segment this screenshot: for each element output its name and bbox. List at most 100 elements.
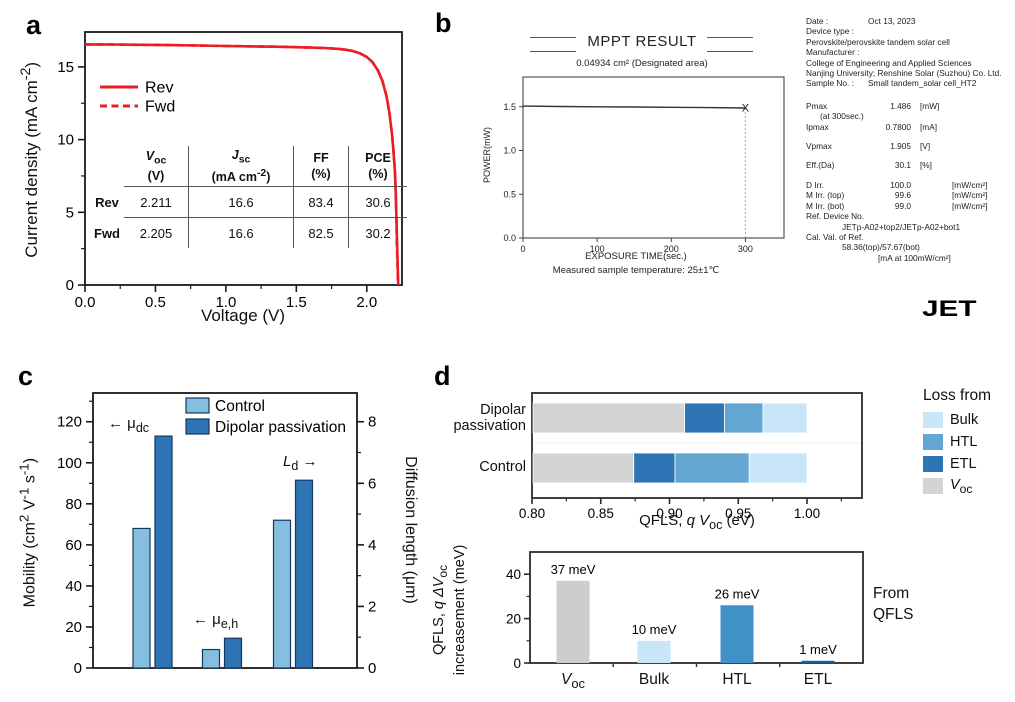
diffusion-y-axis-title: Diffusion length (μm) [402, 456, 419, 604]
report-row: JETp-A02+top2/JETp-A02+bot1 [842, 221, 961, 232]
panel-d: d 0.80 0.85 0.90 0.95 1.00 Dipolar passivati… [420, 355, 1015, 702]
table-cell: 2.205 [139, 225, 173, 241]
segment-voc-control [532, 452, 635, 484]
segment-htl-passivation [724, 402, 764, 434]
mppt-x-axis-title: EXPOSURE TIME(sec.) [585, 251, 687, 262]
legend-swatch [185, 418, 210, 435]
y-tick-label: 0 [513, 656, 521, 671]
y-tick-label: 1.0 [503, 146, 516, 156]
legend-label: Voc [950, 476, 973, 496]
legend-label-rev: Rev [145, 80, 173, 97]
legend-swatch [923, 456, 943, 472]
y-tick-label-right: 8 [368, 414, 376, 431]
annotation-ld: Ld → [283, 453, 318, 473]
bar-value-label: 1 meV [799, 642, 837, 657]
plot-frame [531, 392, 863, 499]
y-tick-label-left: 100 [57, 455, 82, 472]
table-col-header: Jsc (mA cm-2) [188, 146, 294, 188]
panel-b: b MPPT RESULT 0.04934 cm² (Designated ar… [430, 0, 1015, 352]
gain-category-label: Voc [561, 671, 585, 692]
legend-label: ETL [950, 456, 977, 472]
y-tick-label-left: 40 [65, 578, 82, 595]
category-control: Control [479, 459, 526, 475]
x-tick-label: 2.0 [356, 294, 377, 311]
report-row: Perovskite/perovskite tandem solar cell [806, 36, 950, 47]
qfls-legend: Loss from Bulk HTL ETL Voc [923, 387, 1015, 497]
y-tick-label-right: 6 [368, 475, 376, 492]
end-marker: X [742, 102, 750, 114]
x-tick-label: 100 [590, 244, 605, 254]
gain-bar [556, 580, 590, 663]
gain-category-label: ETL [803, 671, 833, 688]
measurement-report: Date : Oct 13, 2023 Device type : Perovskit… [806, 16, 1012, 263]
title-rule-right-bottom [707, 51, 753, 52]
qfls-gain-chart: 0 20 40 37 meV 10 meV 26 meV 1 meV [506, 551, 864, 671]
table-col-header: Voc (V) [124, 146, 189, 188]
panel-a: a 0.0 0.5 1.0 1.5 2.0 0 5 10 15 Rev Fwd Voltage (V… [0, 0, 430, 352]
x-tick-label: 0.5 [145, 294, 166, 311]
segment-bulk-passivation [762, 402, 808, 434]
report-row: 58.36(top)/57.67(bot) [842, 242, 920, 253]
legend-label: Dipolar passivation [215, 419, 346, 436]
x-tick-label: 200 [664, 244, 679, 254]
report-row: Cal. Val. of Ref. [806, 231, 864, 242]
y-tick-label: 0 [66, 277, 74, 294]
qfls-loss-chart: 0.80 0.85 0.90 0.95 1.00 [519, 392, 863, 521]
jv-table: Voc (V) Jsc (mA cm-2) FF (%) PCE (%) Rev 2.211 16.… [90, 146, 407, 249]
qfls-gain-y-axis-title: QFLS, q ΔVoc increasement (meV) [431, 544, 468, 676]
table-cell: 30.2 [348, 217, 407, 249]
bar-L_d-passivation [294, 479, 314, 669]
from-qfls-label: From QFLS [873, 585, 914, 623]
x-tick-label: 0.0 [75, 294, 96, 311]
legend-entry: HTL [923, 431, 1015, 453]
x-tick-label: 1.0 [215, 294, 236, 311]
gain-bar [720, 605, 754, 663]
report-row: Device type : [806, 26, 854, 37]
report-row: Manufacturer : [806, 47, 860, 58]
y-tick-label-left: 120 [57, 414, 82, 431]
gain-category-label: HTL [722, 671, 752, 688]
panel-b-label: b [435, 8, 452, 38]
mppt-y-axis-title: POWER(mW) [482, 127, 492, 183]
legend-swatch [185, 397, 210, 414]
report-row: M Irr. (top) 99.6 [mW/cm²] [806, 190, 988, 201]
gain-category-label: Bulk [638, 671, 670, 688]
legend-entry: ETL [923, 453, 1015, 475]
jv-y-axis-title: Current density (mA cm-2) [18, 61, 41, 258]
jet-logo: JET [922, 296, 977, 321]
title-rule-left-bottom [530, 51, 576, 52]
bar-mu_eh-control [201, 648, 221, 669]
report-row: College of Engineering and Applied Scien… [806, 57, 972, 68]
y-tick-label: 20 [506, 612, 521, 627]
y-tick-label: 1.5 [503, 102, 516, 112]
report-row: Date : Oct 13, 2023 [806, 16, 916, 26]
mppt-subtitle: 0.04934 cm² (Designated area) [576, 58, 708, 69]
annotation-mu-eh: ← μe,h [193, 611, 239, 631]
qfls-x-axis-title: QFLS, q Voc (eV) [639, 512, 755, 532]
y-tick-label: 15 [57, 59, 74, 76]
y-tick-label-right: 2 [368, 598, 376, 615]
y-tick-label: 0.5 [503, 189, 516, 199]
y-tick-label-left: 60 [65, 537, 82, 554]
table-col-header: PCE (%) [348, 146, 407, 188]
table-cell: 16.6 [188, 186, 294, 219]
y-tick-label-right: 0 [368, 660, 376, 677]
legend-swatch [923, 412, 943, 428]
table-cell: 82.5 [293, 217, 349, 249]
legend-swatch [923, 478, 943, 494]
y-tick-label-left: 0 [74, 660, 82, 677]
legend-swatch [923, 434, 943, 450]
legend-label-fwd: Fwd [145, 99, 175, 116]
legend-entry: Voc [923, 475, 1015, 497]
bar-value-label: 10 meV [632, 622, 677, 637]
x-tick-label: 1.5 [286, 294, 307, 311]
panel-c: c 0 20 40 60 80 100 120 0 2 4 6 8 Control Dipolar pas… [0, 355, 430, 702]
y-tick-label: 5 [66, 204, 74, 221]
jv-x-axis-title: Voltage (V) [200, 306, 286, 325]
title-rule-right-top [707, 37, 753, 38]
x-tick-label: 0.85 [588, 506, 614, 521]
report-row: D Irr. 100.0 [mW/cm²] [806, 179, 988, 190]
gain-bar [637, 640, 671, 663]
table-row-header: Rev [95, 194, 119, 210]
